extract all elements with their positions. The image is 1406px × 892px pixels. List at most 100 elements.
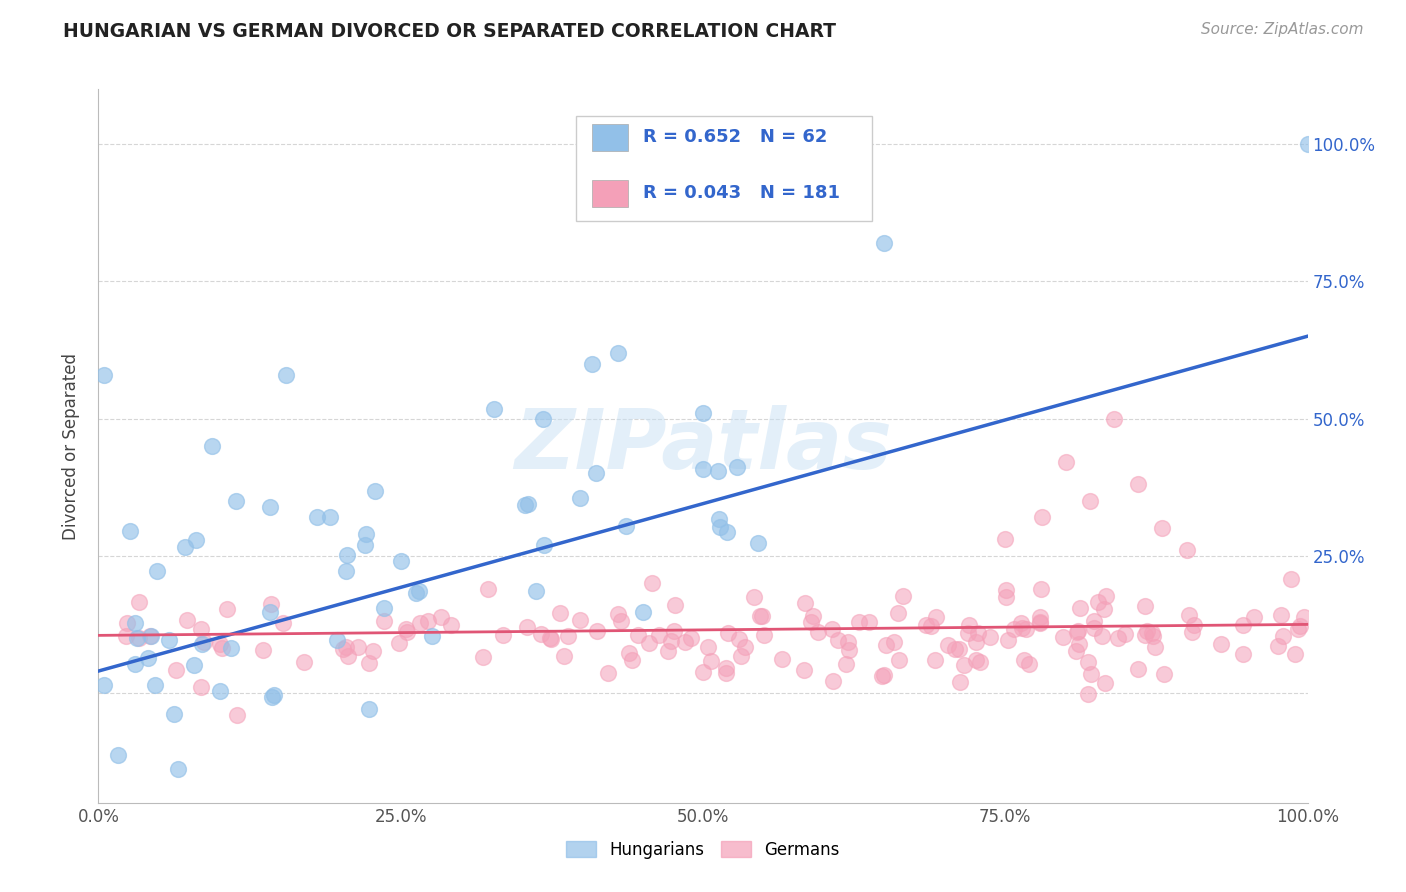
Point bbox=[827, 633, 849, 648]
Point bbox=[891, 589, 914, 603]
Point bbox=[1133, 628, 1156, 642]
Point bbox=[1289, 618, 1312, 632]
Point bbox=[409, 615, 432, 630]
Point bbox=[373, 600, 395, 615]
Point bbox=[837, 635, 859, 649]
Point bbox=[1232, 618, 1254, 632]
Point bbox=[692, 665, 714, 679]
Point bbox=[120, 524, 142, 538]
Point bbox=[1177, 608, 1199, 623]
Point bbox=[569, 491, 592, 505]
Point bbox=[673, 635, 696, 649]
Point bbox=[516, 620, 538, 634]
Point bbox=[1067, 637, 1090, 651]
FancyBboxPatch shape bbox=[592, 180, 628, 207]
Point bbox=[115, 629, 138, 643]
Point bbox=[357, 702, 380, 716]
Point bbox=[93, 677, 115, 691]
Point bbox=[176, 613, 198, 627]
Point bbox=[620, 653, 643, 667]
Point bbox=[707, 464, 730, 478]
Point bbox=[136, 651, 159, 665]
Point bbox=[1077, 655, 1099, 669]
Point bbox=[734, 640, 756, 654]
Point bbox=[925, 609, 948, 624]
Point bbox=[714, 661, 737, 675]
Point bbox=[1018, 657, 1040, 671]
Point bbox=[260, 597, 283, 611]
Point bbox=[211, 641, 233, 656]
Point bbox=[139, 629, 162, 643]
Point bbox=[800, 615, 823, 630]
Point bbox=[359, 656, 381, 670]
Point bbox=[336, 548, 359, 562]
Point bbox=[538, 631, 561, 645]
Point bbox=[395, 622, 418, 636]
Point bbox=[581, 357, 603, 371]
Point bbox=[1083, 621, 1105, 635]
Point bbox=[263, 689, 285, 703]
Point bbox=[709, 520, 731, 534]
Point bbox=[274, 368, 297, 382]
Point bbox=[586, 624, 609, 638]
Point bbox=[747, 536, 769, 550]
Point bbox=[128, 631, 150, 645]
Point bbox=[167, 763, 190, 777]
Point bbox=[725, 459, 748, 474]
Point bbox=[692, 462, 714, 476]
Point bbox=[477, 582, 499, 596]
Point bbox=[883, 634, 905, 648]
Point bbox=[143, 678, 166, 692]
Point bbox=[124, 657, 146, 672]
Point bbox=[953, 657, 976, 672]
Point bbox=[1077, 687, 1099, 701]
Point bbox=[124, 615, 146, 630]
Point bbox=[356, 526, 378, 541]
Point bbox=[569, 613, 592, 627]
Point bbox=[531, 411, 554, 425]
Point bbox=[596, 665, 619, 680]
Point bbox=[957, 617, 980, 632]
Point bbox=[346, 640, 368, 654]
Point bbox=[965, 653, 987, 667]
Point bbox=[1114, 627, 1136, 641]
Point bbox=[1029, 582, 1052, 596]
Point bbox=[1284, 647, 1306, 661]
Point bbox=[1094, 676, 1116, 690]
Point bbox=[1080, 667, 1102, 681]
FancyBboxPatch shape bbox=[592, 124, 628, 152]
Point bbox=[335, 640, 357, 655]
Point bbox=[707, 512, 730, 526]
Point bbox=[420, 629, 443, 643]
Point bbox=[1243, 610, 1265, 624]
Point bbox=[557, 629, 579, 643]
Point bbox=[252, 642, 274, 657]
Point bbox=[966, 626, 988, 640]
Point bbox=[943, 642, 966, 657]
Point bbox=[994, 533, 1017, 547]
Point bbox=[921, 619, 943, 633]
Point bbox=[472, 649, 495, 664]
Point bbox=[835, 657, 858, 671]
Point bbox=[1296, 137, 1319, 152]
Point bbox=[770, 652, 793, 666]
Point bbox=[1279, 572, 1302, 586]
Point bbox=[1175, 543, 1198, 558]
Point bbox=[1232, 647, 1254, 661]
Point bbox=[139, 629, 162, 643]
Point bbox=[157, 632, 180, 647]
FancyBboxPatch shape bbox=[576, 116, 872, 221]
Point bbox=[1094, 601, 1116, 615]
Point bbox=[165, 664, 187, 678]
Point bbox=[127, 632, 149, 646]
Point bbox=[482, 402, 505, 417]
Point bbox=[335, 564, 357, 578]
Point bbox=[183, 657, 205, 672]
Point bbox=[107, 747, 129, 762]
Point bbox=[957, 626, 980, 640]
Point bbox=[326, 632, 349, 647]
Point bbox=[1136, 624, 1159, 639]
Point bbox=[1031, 510, 1053, 524]
Point bbox=[838, 643, 860, 657]
Point bbox=[319, 510, 342, 524]
